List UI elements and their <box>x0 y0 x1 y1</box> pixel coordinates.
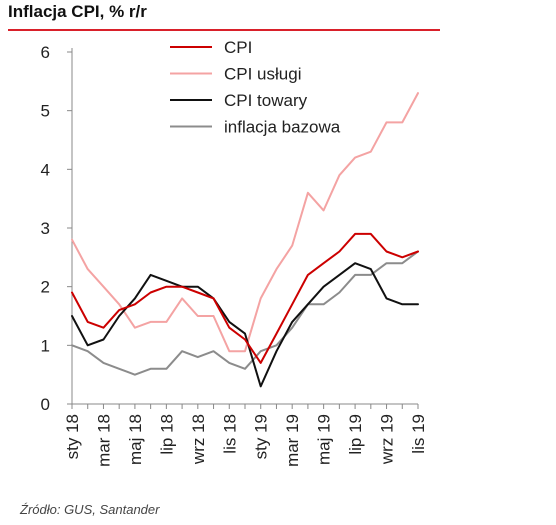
x-tick-label: mar 19 <box>283 414 302 467</box>
x-tick-label: sty 19 <box>252 414 271 459</box>
series-line-cpi-towary <box>71 262 419 388</box>
series-line-cpi <box>71 232 419 364</box>
x-tick-label: sty 18 <box>63 414 82 459</box>
x-tick-label: lis 18 <box>220 414 239 454</box>
x-tick-label: lip 19 <box>346 414 365 455</box>
series-line-inflacja-bazowa <box>71 250 419 376</box>
y-tick-label: 0 <box>41 395 50 414</box>
chart-series <box>71 92 419 388</box>
legend-label: CPI usługi <box>224 65 301 84</box>
legend-label: inflacja bazowa <box>224 118 341 137</box>
source-note: Źródło: GUS, Santander <box>20 502 160 517</box>
x-tick-label: wrz 19 <box>378 414 397 465</box>
y-tick-label: 4 <box>41 160 50 179</box>
y-tick-label: 1 <box>41 336 50 355</box>
chart-legend: CPI CPI usługi CPI towary inflacja bazowa <box>170 38 341 137</box>
y-tick-label: 3 <box>41 219 50 238</box>
legend-label: CPI towary <box>224 91 308 110</box>
y-tick-label: 5 <box>41 102 50 121</box>
chart-title: Inflacja CPI, % r/r <box>8 2 147 21</box>
x-tick-label: mar 18 <box>94 414 113 467</box>
chart-axes: 0 1 2 3 4 5 6 sty 18 mar 18 maj 18 lip 18 wrz 18 lis… <box>41 43 428 467</box>
series-line-cpi-usługi <box>71 92 419 353</box>
x-tick-label: lis 19 <box>409 414 428 454</box>
x-tick-label: wrz 18 <box>189 414 208 465</box>
x-tick-label: maj 18 <box>126 414 145 465</box>
y-tick-label: 2 <box>41 278 50 297</box>
x-tick-label: maj 19 <box>315 414 334 465</box>
y-tick-label: 6 <box>41 43 50 62</box>
legend-label: CPI <box>224 38 252 57</box>
x-tick-label: lip 18 <box>157 414 176 455</box>
title-underline <box>8 29 440 31</box>
